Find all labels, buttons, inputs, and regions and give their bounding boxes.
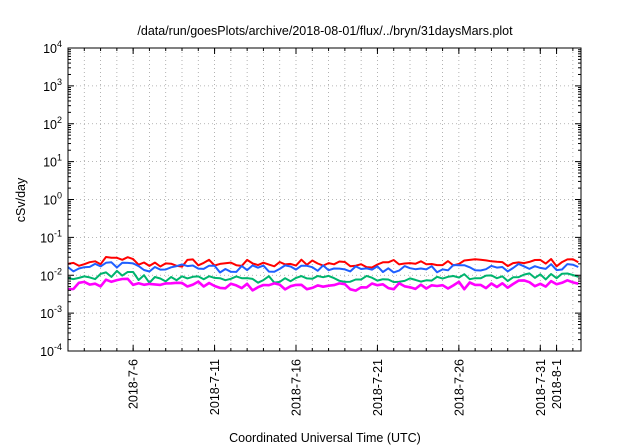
y-tick-label: 10-1	[40, 228, 62, 245]
y-tick-label: 101	[43, 153, 62, 170]
series-line	[67, 261, 579, 274]
y-tick-label: 100	[43, 191, 62, 208]
series-lines	[67, 256, 579, 292]
x-tick-label: 2018-8-1	[550, 359, 564, 409]
series-line	[67, 269, 579, 284]
y-tick-label: 10-3	[40, 304, 62, 321]
y-tick-label: 10-4	[40, 342, 62, 359]
grid	[68, 48, 581, 351]
y-tick-label: 102	[43, 115, 62, 132]
x-tick-label: 2018-7-11	[208, 359, 222, 415]
y-tick-label: 103	[43, 77, 62, 94]
y-tick-label: 104	[43, 39, 62, 56]
y-axis-label: cSv/day	[14, 177, 28, 222]
chart-title: /data/run/goesPlots/archive/2018-08-01/f…	[137, 24, 513, 38]
x-tick-label: 2018-7-6	[127, 359, 141, 409]
x-tick-label: 2018-7-16	[290, 359, 304, 416]
x-tick-label: 2018-7-21	[371, 359, 385, 416]
x-axis-label: Coordinated Universal Time (UTC)	[229, 431, 421, 445]
x-tick-label: 2018-7-26	[452, 359, 466, 416]
y-tick-label: 10-2	[40, 266, 62, 283]
ticks: 10-4 10-3 10-2 10-1 100 101 102 103 104 2018-7-6 2…	[40, 39, 581, 416]
series-line	[67, 277, 579, 292]
x-tick-label: 2018-7-31	[534, 359, 548, 416]
